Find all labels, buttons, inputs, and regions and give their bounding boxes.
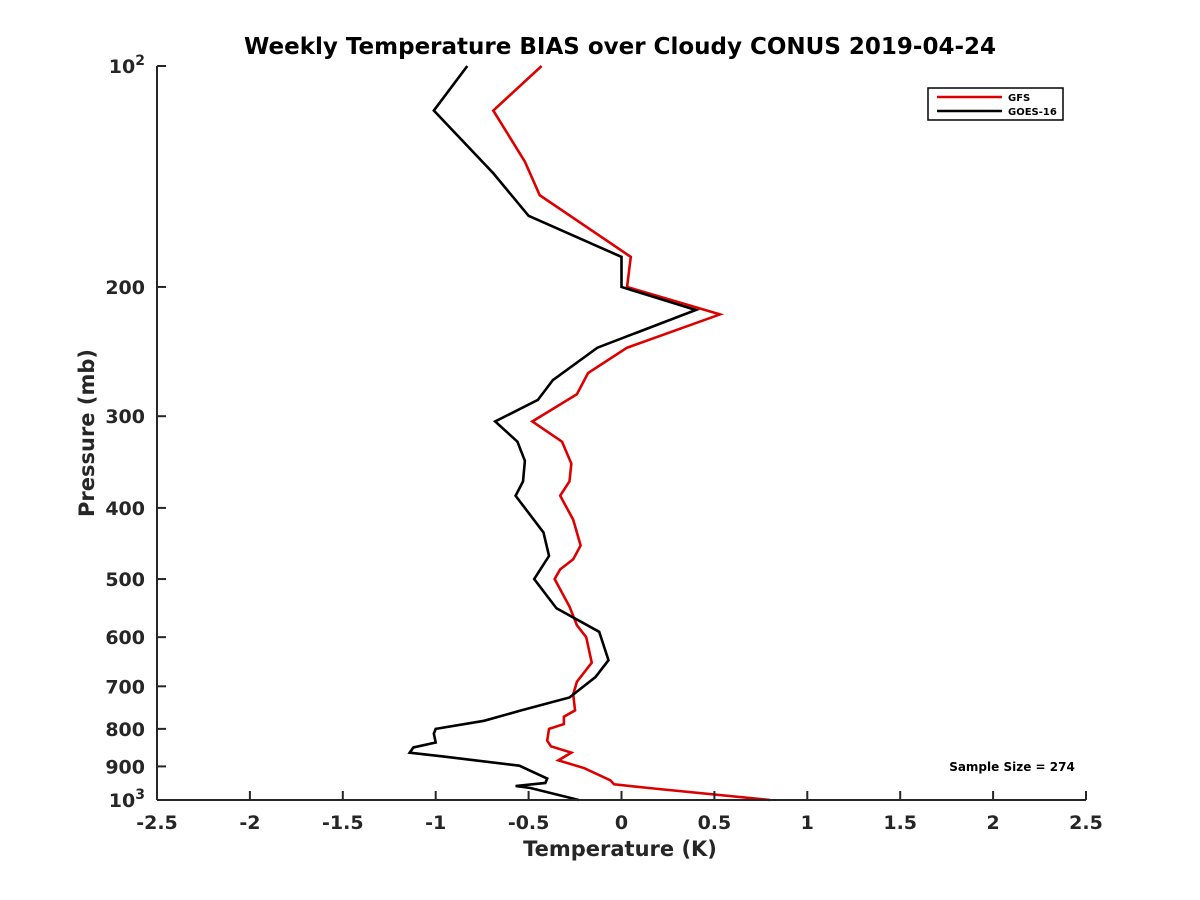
- y-tick-label: 500: [105, 569, 145, 591]
- chart-title: Weekly Temperature BIAS over Cloudy CONU…: [244, 34, 996, 60]
- x-tick-label: -1: [425, 812, 446, 834]
- x-axis-ticks: -2.5 -2 -1.5 -1 -0.5 0 0.5 1 1.5 2 2.5: [136, 791, 1103, 834]
- x-tick-label: -2.5: [136, 812, 178, 834]
- legend-box: [927, 87, 1064, 121]
- x-tick-label: 0.5: [698, 812, 732, 834]
- x-tick-label: -1.5: [322, 812, 364, 834]
- legend-label-gfs: GFS: [1008, 93, 1030, 104]
- y-tick-label: 102: [109, 53, 145, 78]
- y-tick-label-base: 10: [109, 56, 135, 78]
- y-tick-label: 300: [105, 406, 145, 428]
- series-line-gfs: [491, 65, 771, 802]
- series-layer: [407, 65, 771, 802]
- x-tick-label: 1.5: [883, 812, 917, 834]
- sample-size-annotation: Sample Size = 274: [949, 760, 1075, 774]
- series-line-goes16: [407, 65, 700, 802]
- x-tick-label: 2.5: [1069, 812, 1103, 834]
- y-tick-label: 900: [105, 756, 145, 778]
- x-tick-label: -0.5: [508, 812, 550, 834]
- legend: GFS GOES-16: [927, 87, 1064, 121]
- x-tick-label: -2: [239, 812, 260, 834]
- y-tick-label-base: 10: [109, 790, 135, 812]
- y-tick-label-exponent: 2: [135, 53, 145, 69]
- x-tick-label: 2: [986, 812, 999, 834]
- x-tick-label: 0: [615, 812, 628, 834]
- x-tick-label: 1: [801, 812, 814, 834]
- y-tick-label: 400: [105, 498, 145, 520]
- plot-area: -2.5 -2 -1.5 -1 -0.5 0 0.5 1 1.5 2 2.5 10220030040…: [105, 53, 1103, 834]
- legend-label-goes16: GOES-16: [1008, 107, 1057, 118]
- y-tick-label: 600: [105, 627, 145, 649]
- x-axis-label: Temperature (K): [523, 837, 717, 861]
- y-tick-label: 700: [105, 676, 145, 698]
- y-axis-label: Pressure (mb): [75, 349, 99, 517]
- y-tick-label-exponent: 3: [135, 787, 145, 803]
- y-tick-label: 800: [105, 719, 145, 741]
- y-tick-label: 200: [105, 277, 145, 299]
- y-tick-label: 103: [109, 787, 145, 812]
